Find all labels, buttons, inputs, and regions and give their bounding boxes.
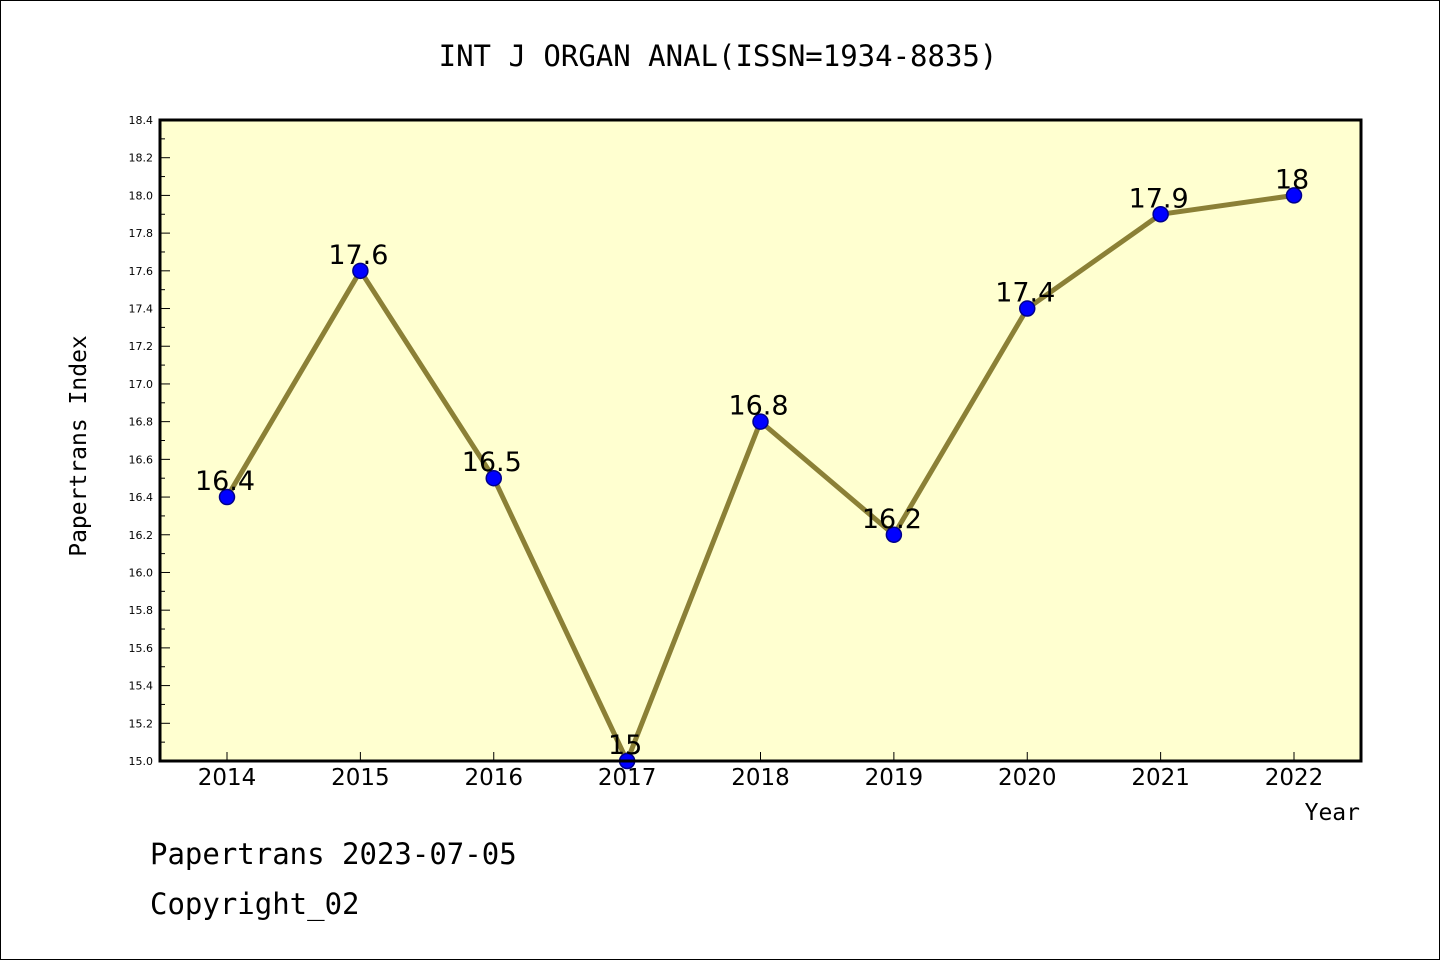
data-label: 17.4 [995, 278, 1055, 309]
data-label: 16.8 [728, 391, 788, 422]
data-point [885, 526, 903, 544]
x-tick-label: 2020 [998, 765, 1057, 791]
chart-title: INT J ORGAN ANAL(ISSN=1934-8835) [439, 39, 998, 73]
data-point [1285, 187, 1303, 204]
x-tick-label: 2019 [865, 765, 924, 791]
y-tick-label: 15.2 [129, 717, 154, 730]
y-tick-label: 15.8 [129, 604, 154, 617]
footer-date: Papertrans 2023-07-05 [150, 837, 517, 871]
series-papertrans-index [218, 187, 1303, 770]
y-axis: 15.0 15.2 15.4 15.6 15.8 16.0 16.2 16.4 16.6 16.8… [129, 114, 170, 768]
x-tick-label: 2017 [598, 765, 657, 791]
y-tick-label: 15.0 [129, 755, 154, 768]
x-axis-label: Year [1305, 800, 1360, 826]
data-point [218, 488, 236, 506]
y-tick-label: 16.0 [129, 566, 154, 579]
data-point [752, 413, 769, 430]
data-label: 17.6 [328, 240, 388, 271]
footer-copyright: Copyright_02 [150, 887, 360, 922]
data-label: 16.5 [462, 447, 522, 478]
y-tick-label: 17.8 [129, 227, 154, 240]
data-labels: 16.4 17.6 16.5 15 16.8 16.2 17.4 17.9 18 [195, 164, 1309, 761]
y-tick-label: 17.0 [129, 378, 154, 391]
y-tick-label: 16.8 [129, 416, 154, 429]
y-tick-label: 16.6 [129, 453, 154, 466]
y-tick-label: 16.2 [129, 529, 154, 542]
data-label: 16.2 [862, 504, 922, 535]
plot-area [160, 120, 1361, 761]
data-point [352, 262, 369, 280]
y-tick-label: 18.2 [129, 152, 154, 165]
data-point [1152, 206, 1169, 223]
data-point [485, 469, 502, 487]
y-tick-label: 15.4 [129, 680, 154, 693]
y-tick-label: 18.4 [129, 114, 154, 127]
y-tick-label: 16.4 [129, 491, 154, 504]
x-tick-label: 2016 [464, 765, 523, 791]
y-tick-label: 18.0 [129, 189, 154, 202]
data-label: 18 [1275, 164, 1309, 195]
y-tick-label: 17.6 [129, 265, 154, 278]
y-tick-label: 15.6 [129, 642, 154, 655]
y-tick-label: 17.2 [129, 340, 154, 353]
data-label: 15 [608, 730, 642, 761]
x-tick-label: 2014 [198, 765, 257, 791]
plot-border [158, 118, 1363, 763]
y-tick-label: 17.4 [129, 303, 154, 316]
y-axis-label: Papertrans Index [66, 335, 92, 557]
x-tick-label: 2015 [331, 765, 390, 791]
data-label: 17.9 [1129, 183, 1189, 214]
x-tick-label: 2018 [731, 765, 790, 791]
x-tick-label: 2021 [1131, 765, 1190, 791]
data-label: 16.4 [195, 466, 255, 497]
x-tick-label: 2022 [1265, 765, 1324, 791]
data-point [1019, 300, 1036, 317]
x-axis: 2014 2015 2016 2017 2018 2019 2020 2021 2022 [198, 752, 1324, 791]
